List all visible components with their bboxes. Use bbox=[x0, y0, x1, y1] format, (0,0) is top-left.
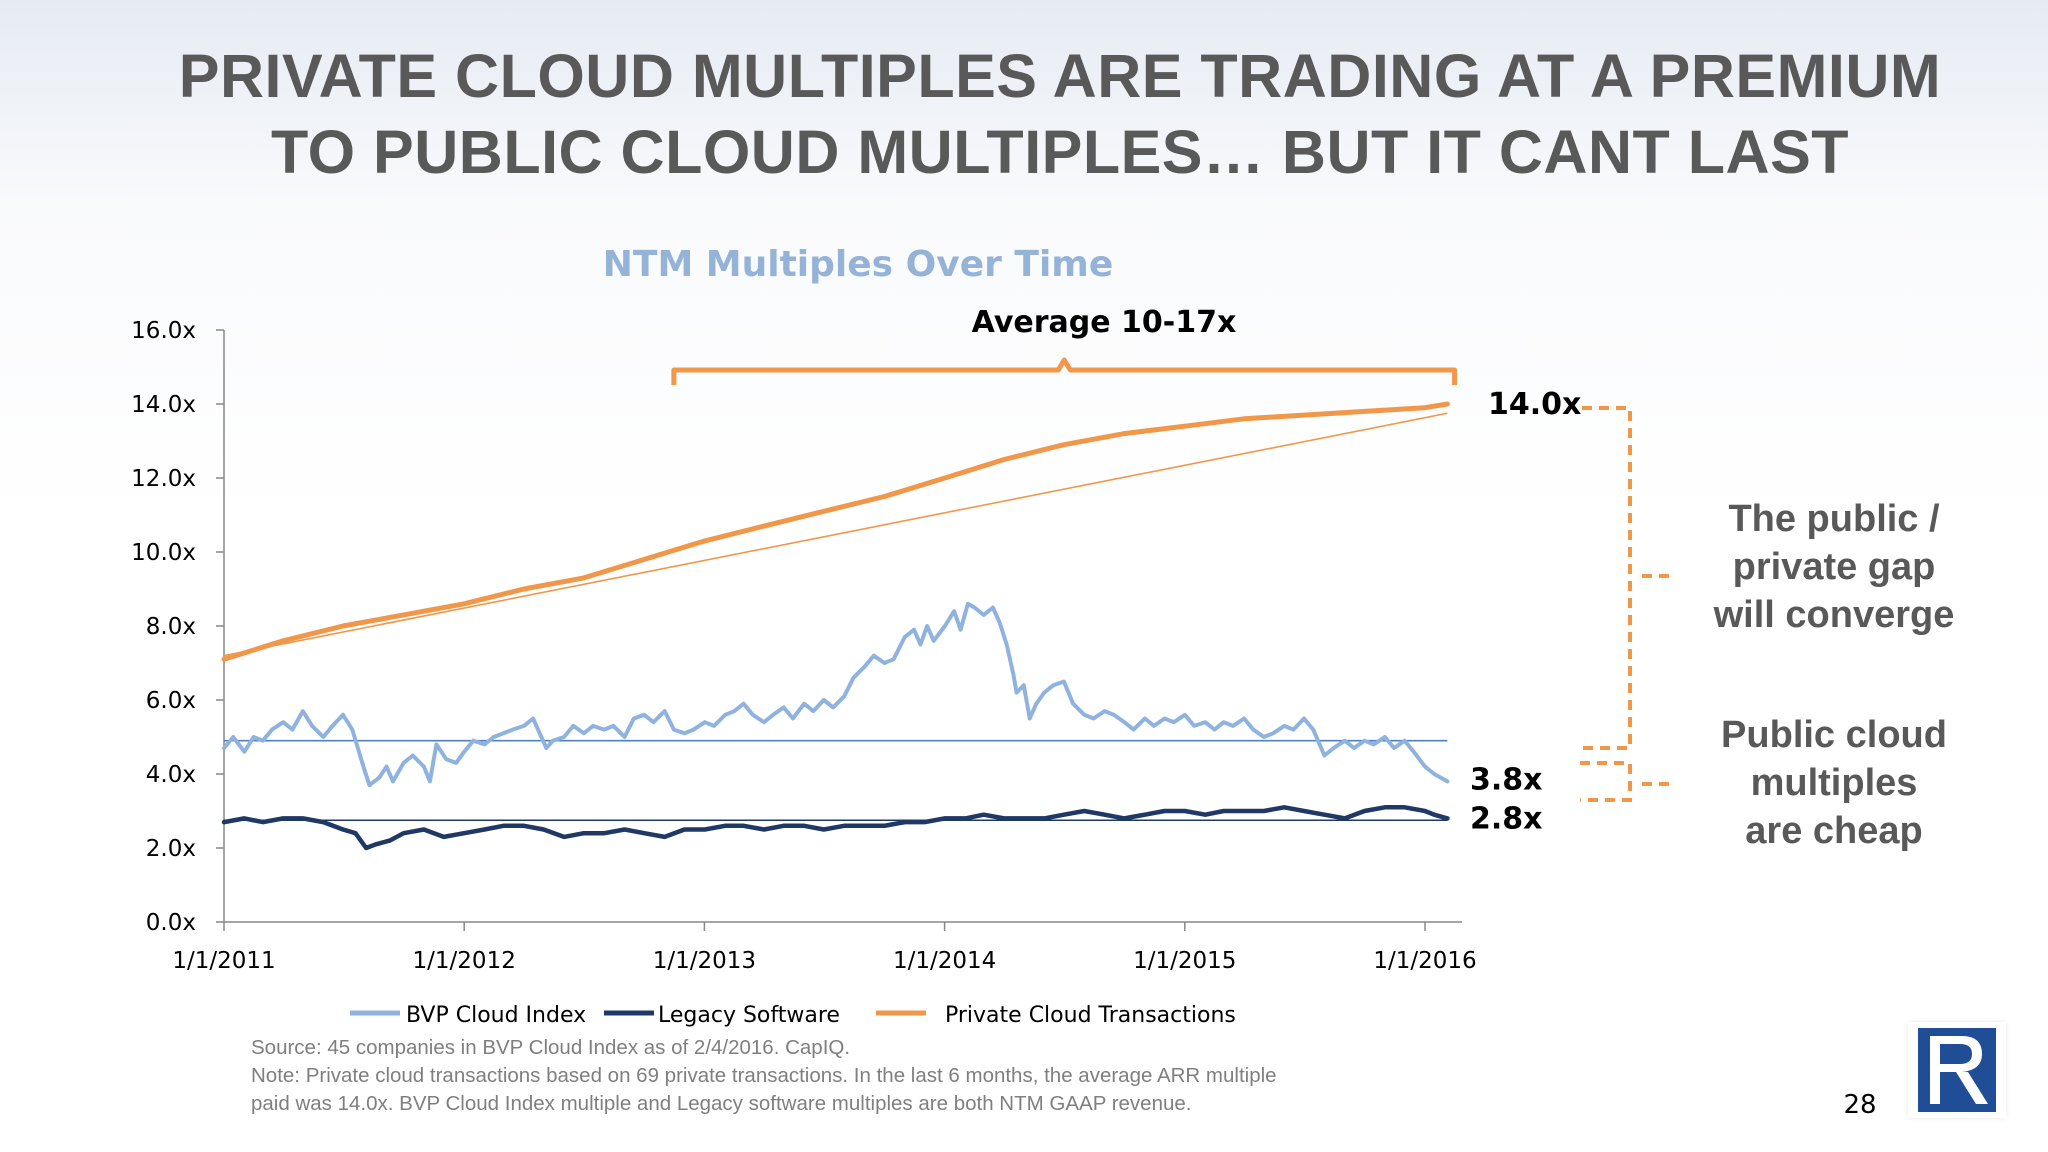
slide-title-line-2: TO PUBLIC CLOUD MULTIPLES… BUT IT CANT L… bbox=[270, 118, 1850, 186]
chart-legend: BVP Cloud Index Legacy Software Private Cl… bbox=[350, 1003, 1236, 1028]
legend-label: BVP Cloud Index bbox=[406, 1003, 586, 1028]
end-label-value: 2.8x bbox=[1470, 801, 1543, 836]
series-line-bvp-cloud-index bbox=[222, 601, 1450, 788]
y-tick-label: 16.0x bbox=[131, 318, 196, 344]
slide-title-line-1: PRIVATE CLOUD MULTIPLES ARE TRADING AT A… bbox=[178, 42, 1942, 110]
legend-label: Private Cloud Transactions bbox=[945, 1003, 1236, 1028]
page-number: 28 bbox=[1843, 1090, 1877, 1120]
y-tick-label: 12.0x bbox=[131, 466, 196, 492]
company-logo bbox=[1908, 1022, 2006, 1118]
reference-line bbox=[223, 412, 1448, 657]
callout-public-cheap: Public cloud multiples are cheap bbox=[1674, 711, 1994, 855]
note-line-1: Note: Private cloud transactions based o… bbox=[251, 1064, 1277, 1087]
series-line-legacy-software bbox=[221, 805, 1450, 851]
x-tick-label: 1/1/2015 bbox=[1133, 948, 1236, 974]
y-tick-label: 6.0x bbox=[146, 688, 196, 714]
end-label-value: 14.0x bbox=[1488, 387, 1581, 422]
note-line-2: paid was 14.0x. BVP Cloud Index multiple… bbox=[251, 1092, 1192, 1115]
y-tick-label: 14.0x bbox=[131, 392, 196, 418]
callout-cheap-line-1: Public cloud bbox=[1721, 714, 1947, 756]
y-tick-label: 0.0x bbox=[146, 910, 196, 936]
y-tick-label: 2.0x bbox=[146, 836, 196, 862]
x-tick-label: 1/1/2011 bbox=[172, 948, 275, 974]
x-tick-label: 1/1/2012 bbox=[413, 948, 516, 974]
x-tick-label: 1/1/2016 bbox=[1373, 948, 1476, 974]
callout-cheap-line-2: multiples bbox=[1750, 762, 1918, 804]
y-tick-label: 10.0x bbox=[131, 540, 196, 566]
x-tick-label: 1/1/2013 bbox=[653, 948, 756, 974]
callout-gap-line-1: The public / bbox=[1728, 498, 1940, 540]
callout-gap-line-2: private gap bbox=[1732, 546, 1936, 588]
end-label-value: 3.8x bbox=[1470, 762, 1543, 797]
legend-label: Legacy Software bbox=[658, 1003, 840, 1028]
callout-gap-line-3: will converge bbox=[1713, 594, 1955, 636]
callout-gap-converge: The public / private gap will converge bbox=[1674, 495, 1994, 639]
y-tick-label: 4.0x bbox=[146, 762, 196, 788]
annotation-layer: Average 10-17x 14.0x 3.8x 2.8x bbox=[671, 305, 1676, 836]
source-notes: Source: 45 companies in BVP Cloud Index … bbox=[251, 1034, 1451, 1118]
cheap-dashed-bracket bbox=[1580, 761, 1632, 802]
source-line: Source: 45 companies in BVP Cloud Index … bbox=[251, 1036, 851, 1059]
average-bracket bbox=[671, 357, 1458, 385]
series-layer bbox=[221, 401, 1450, 851]
callout-cheap-line-3: are cheap bbox=[1745, 810, 1923, 852]
slide-title: PRIVATE CLOUD MULTIPLES ARE TRADING AT A… bbox=[80, 38, 2040, 190]
logo-r-icon bbox=[1918, 1028, 1996, 1112]
chart-axes: 0.0x 2.0x 4.0x 6.0x 8.0x 10.0x 12.0x 14.0x 16.0x… bbox=[131, 318, 1476, 974]
gap-dashed-bracket bbox=[1580, 406, 1632, 750]
y-tick-label: 8.0x bbox=[146, 614, 196, 640]
bracket-label: Average 10-17x bbox=[972, 305, 1237, 340]
series-line-private-cloud-transactions bbox=[221, 401, 1450, 662]
x-tick-label: 1/1/2014 bbox=[893, 948, 996, 974]
chart-title: NTM Multiples Over Time bbox=[603, 244, 1113, 285]
